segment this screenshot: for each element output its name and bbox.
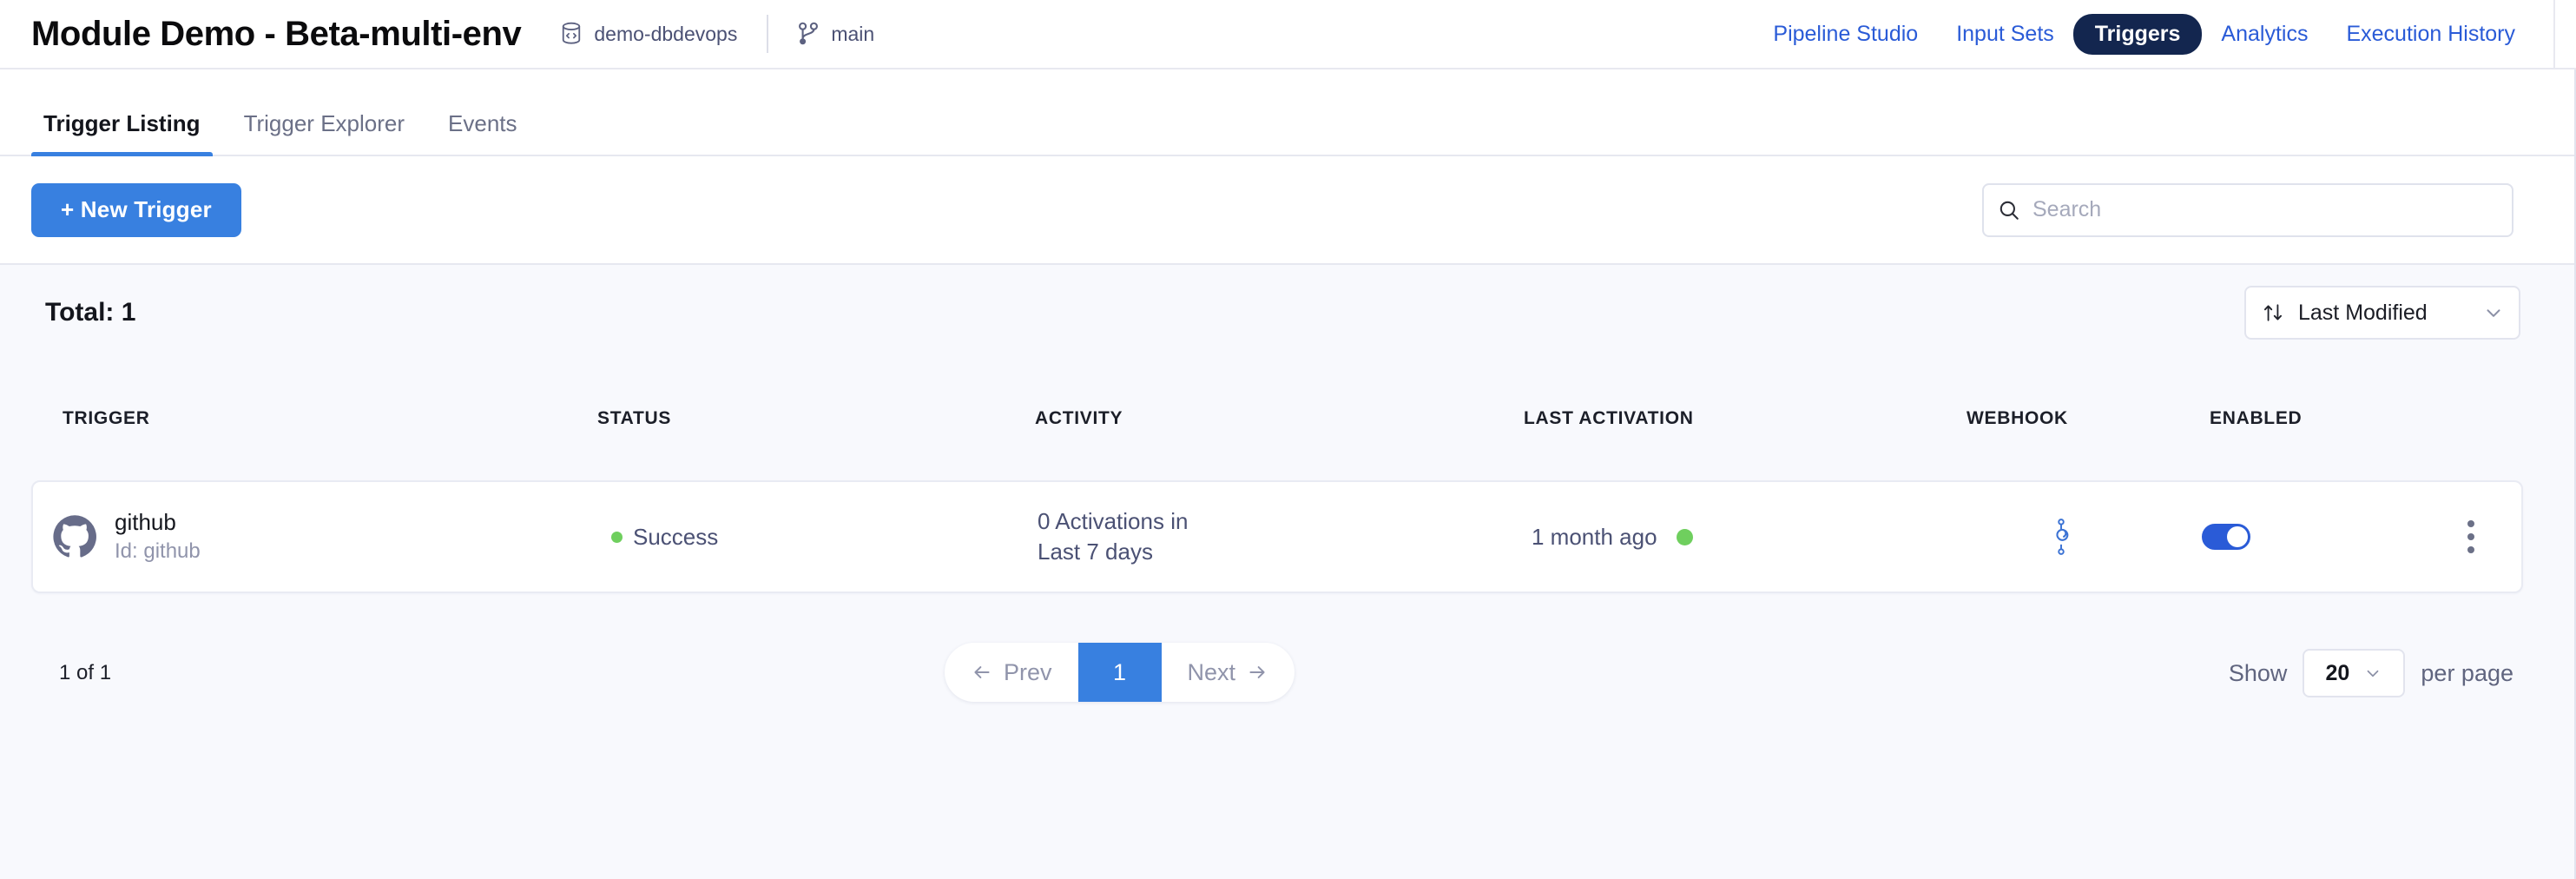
cell-webhook[interactable] — [1940, 482, 2183, 592]
pager: Prev 1 Next — [945, 643, 1295, 702]
content-right-border — [2574, 69, 2576, 879]
repository-chip[interactable]: demo-dbdevops — [560, 22, 737, 46]
tab-trigger-explorer[interactable]: Trigger Explorer — [243, 110, 405, 136]
pager-prev-button[interactable]: Prev — [945, 643, 1078, 702]
pager-next-button[interactable]: Next — [1162, 643, 1295, 702]
table-header: TRIGGER STATUS ACTIVITY LAST ACTIVATION … — [0, 408, 2576, 469]
last-activation-dot — [1676, 528, 1693, 545]
column-header-status: STATUS — [597, 408, 672, 428]
repository-name: demo-dbdevops — [594, 22, 738, 45]
pagination-bar: 1 of 1 Show 20 per page — [0, 625, 2576, 721]
pager-prev-label: Prev — [1004, 658, 1052, 685]
trigger-name-block: github Id: github — [115, 509, 201, 564]
chevron-down-icon — [2363, 664, 2382, 683]
status-dot — [611, 531, 623, 543]
chevron-down-icon — [2482, 301, 2505, 324]
sort-arrows-icon — [2262, 301, 2284, 324]
kebab-dot — [2467, 520, 2474, 527]
nav-item-analytics[interactable]: Analytics — [2221, 21, 2309, 46]
activity-line-1: 0 Activations in — [1038, 508, 1189, 535]
enabled-toggle[interactable] — [2202, 524, 2250, 550]
activity-line-2: Last 7 days — [1038, 539, 1153, 565]
table-row[interactable]: github Id: github Success 0 Activations … — [31, 480, 2523, 593]
sort-dropdown[interactable]: Last Modified — [2244, 286, 2520, 340]
cell-last-activation: 1 month ago — [1497, 482, 1940, 592]
tab-events[interactable]: Events — [448, 110, 517, 136]
column-header-webhook: WEBHOOK — [1967, 408, 2068, 428]
branch-chip[interactable]: main — [798, 22, 874, 46]
webhook-link-icon[interactable] — [2050, 519, 2072, 555]
nav-item-triggers[interactable]: Triggers — [2072, 13, 2203, 55]
sort-value: Last Modified — [2298, 300, 2428, 325]
page-size-dropdown[interactable]: 20 — [2303, 649, 2406, 697]
search-input[interactable] — [2032, 197, 2498, 222]
repository-icon — [560, 22, 583, 46]
cell-activity: 0 Activations in Last 7 days — [1006, 482, 1497, 592]
column-header-enabled: ENABLED — [2210, 408, 2303, 428]
show-label: Show — [2228, 659, 2288, 686]
column-header-last-activation: LAST ACTIVATION — [1524, 408, 1694, 428]
total-count-label: Total: 1 — [45, 298, 136, 327]
page-size-control: Show 20 per page — [2229, 649, 2513, 697]
header-right-edge — [2553, 0, 2555, 69]
nav-item-input-sets[interactable]: Input Sets — [1956, 21, 2054, 46]
top-header: Module Demo - Beta-multi-env demo-dbdevo… — [0, 0, 2576, 69]
search-icon — [1998, 199, 2020, 221]
arrow-left-icon — [971, 661, 993, 684]
trigger-name: github — [115, 509, 176, 536]
kebab-menu-icon[interactable] — [2461, 513, 2481, 560]
activity-label: 0 Activations in Last 7 days — [1038, 506, 1188, 566]
status-label: Success — [633, 523, 719, 550]
last-activation-label: 1 month ago — [1532, 523, 1657, 550]
nav-item-pipeline-studio[interactable]: Pipeline Studio — [1773, 21, 1919, 46]
action-bar: + New Trigger — [0, 156, 2576, 265]
search-box[interactable] — [1982, 182, 2513, 237]
github-icon — [52, 514, 97, 559]
nav-item-execution-history[interactable]: Execution History — [2346, 21, 2515, 46]
new-trigger-button[interactable]: + New Trigger — [31, 182, 241, 237]
header-divider — [767, 15, 769, 53]
arrow-right-icon — [1246, 661, 1268, 684]
column-header-activity: ACTIVITY — [1035, 408, 1123, 428]
per-page-label: per page — [2421, 659, 2513, 686]
cell-trigger: github Id: github — [33, 482, 568, 592]
cell-status: Success — [568, 482, 1006, 592]
trigger-id: Id: github — [115, 539, 201, 564]
tab-trigger-listing[interactable]: Trigger Listing — [31, 110, 213, 156]
git-branch-icon — [798, 22, 819, 46]
pager-next-label: Next — [1187, 658, 1236, 685]
kebab-dot — [2467, 546, 2474, 553]
column-header-trigger: TRIGGER — [63, 408, 150, 428]
pagination-range-label: 1 of 1 — [59, 661, 112, 684]
branch-name: main — [831, 22, 875, 45]
list-controls: Total: 1 Last Modified — [0, 265, 2576, 360]
pager-page-1[interactable]: 1 — [1077, 643, 1162, 702]
tab-bar: Trigger Listing Trigger Explorer Events — [0, 69, 2576, 156]
cell-enabled[interactable] — [2183, 482, 2400, 592]
page-size-value: 20 — [2325, 660, 2350, 685]
cell-actions[interactable] — [2461, 482, 2521, 592]
toggle-knob — [2227, 526, 2248, 547]
header-left: Module Demo - Beta-multi-env demo-dbdevo… — [0, 15, 874, 54]
kebab-dot — [2467, 533, 2474, 540]
header-nav: Pipeline Studio Input Sets Triggers Anal… — [1754, 0, 2576, 69]
page-title: Module Demo - Beta-multi-env — [31, 14, 522, 53]
